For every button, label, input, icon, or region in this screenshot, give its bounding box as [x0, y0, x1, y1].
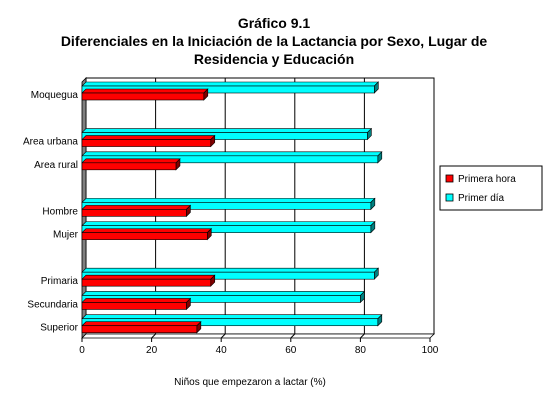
bar-top-primer-d-a	[81, 81, 380, 87]
bar-top-primera-hora	[81, 135, 216, 140]
x-tick-label: 40	[216, 345, 228, 356]
bar-primera-hora	[81, 232, 208, 240]
bar-top-primer-d-a	[81, 151, 383, 157]
category-label: Area urbana	[23, 137, 78, 148]
x-axis-title: Niños que empezaron a lactar (%)	[174, 377, 326, 388]
bar-top-primera-hora	[81, 274, 216, 280]
bar-top-primera-hora	[81, 298, 192, 303]
bar-primera-hora	[81, 162, 177, 171]
bar-primer-d-a	[81, 295, 361, 303]
legend-box	[439, 165, 543, 211]
plot-floor	[81, 333, 435, 339]
bar-top-primer-d-a	[81, 291, 366, 296]
x-tick-label: 20	[146, 345, 158, 356]
bar-primer-d-a	[81, 271, 375, 280]
x-tick-label: 0	[79, 345, 85, 356]
bar-primera-hora	[81, 302, 187, 310]
bar-primera-hora	[81, 325, 198, 334]
gridline-floor	[290, 333, 296, 339]
bar-top-primer-d-a	[81, 221, 376, 226]
legend-swatch-primera-hora	[445, 174, 454, 183]
bar-primer-d-a	[81, 225, 372, 233]
gridline-floor	[151, 333, 156, 339]
legend-swatch-primer-dia	[445, 193, 454, 202]
category-label: Mujer	[53, 230, 79, 241]
bar-primer-d-a	[81, 202, 372, 210]
legend-label-primera-hora: Primera hora	[458, 174, 516, 185]
category-label: Hombre	[42, 206, 78, 217]
category-label: Secundaria	[27, 299, 78, 310]
bar-primer-d-a	[81, 132, 368, 140]
bar-top-primer-d-a	[81, 198, 376, 203]
plot-area: 0 20 40 60 80 100 Moquegua Area urbana Area rura…	[23, 77, 439, 356]
bar-primer-d-a	[81, 318, 379, 327]
gridline-floor	[220, 333, 226, 339]
chart-title-line-2: Diferenciales en la Iniciación de la Lac…	[61, 33, 488, 49]
category-label: Superior	[40, 323, 78, 334]
bar-top-primera-hora	[81, 158, 181, 164]
chart-title-line-3: Residencia y Educación	[194, 51, 354, 67]
x-tick-label: 80	[355, 345, 367, 356]
bar-top-primer-d-a	[81, 267, 380, 273]
category-label: Primaria	[41, 276, 79, 287]
category-label: Area rural	[34, 160, 78, 171]
bar-primera-hora	[81, 209, 187, 217]
x-tick-label: 60	[285, 345, 297, 356]
bar-top-primer-d-a	[81, 314, 383, 320]
bar-top-primera-hora	[81, 228, 213, 233]
bar-primera-hora	[81, 92, 205, 101]
gridline-floor	[360, 333, 365, 339]
bar-primera-hora	[81, 139, 212, 147]
bar-top-primera-hora	[81, 205, 192, 210]
bar-top-primer-d-a	[81, 128, 373, 133]
bar-top-primera-hora	[81, 88, 209, 94]
category-label: Moquegua	[31, 90, 79, 101]
x-tick-label: 100	[422, 345, 439, 356]
legend: Primera hora Primer día	[439, 165, 543, 211]
bar-primera-hora	[81, 278, 212, 287]
bar-primer-d-a	[81, 155, 379, 164]
chart-title-line-1: Gráfico 9.1	[238, 15, 311, 31]
bar-primer-d-a	[81, 85, 375, 94]
legend-label-primer-dia: Primer día	[458, 193, 505, 204]
bar-top-primera-hora	[81, 321, 202, 327]
